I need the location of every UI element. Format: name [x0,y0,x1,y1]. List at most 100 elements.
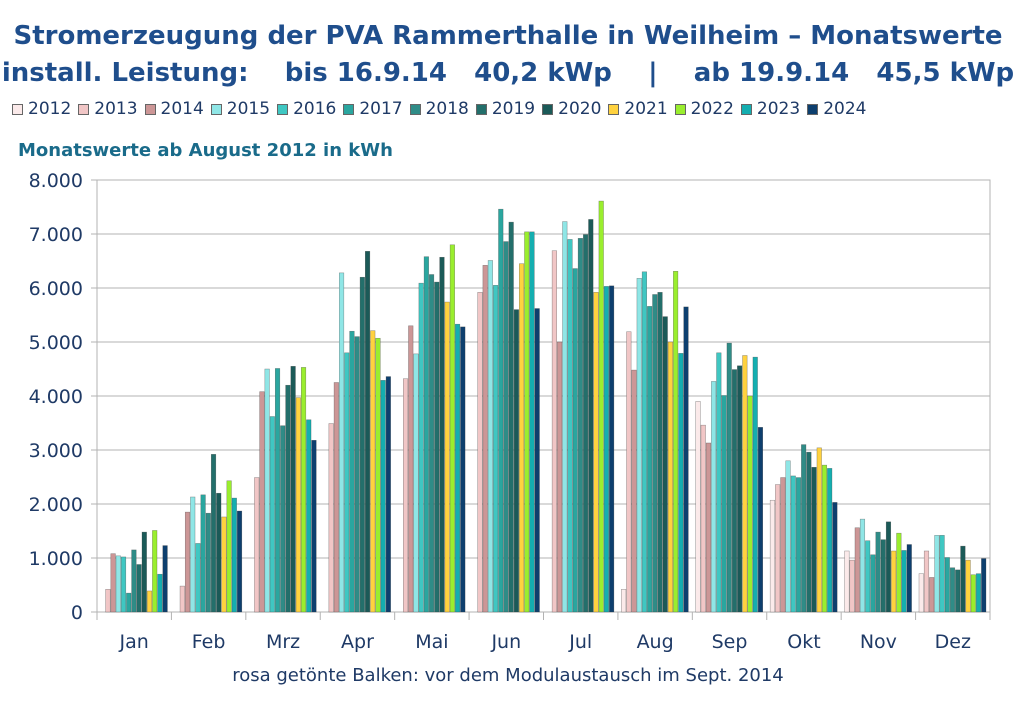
bar-2016-Okt [790,475,796,613]
bar-2021-Dez [965,559,971,613]
bar-2020-Mrz [290,366,296,613]
x-tick-label: Aug [637,631,674,653]
bar-2015-Aug [636,278,642,613]
bar-2017-Aug [647,306,653,613]
bar-2016-Jun [493,285,499,613]
bar-2018-Sep [726,342,732,613]
bar-2015-Jul [562,221,568,613]
bar-2023-Dez [975,573,982,613]
bar-2019-Okt [806,451,812,613]
bar-2017-Jun [498,208,504,613]
bar-2014-Apr [333,382,339,613]
bar-2021-Nov [891,550,897,613]
bar-2013-Mrz [254,477,260,613]
bar-2014-Sep [705,442,711,613]
bar-2023-Jul [603,286,609,613]
legend-label: 2023 [756,99,801,119]
bar-2012-Sep [695,401,701,613]
x-tick-label: Mai [415,631,448,653]
bar-2013-Dez [923,550,930,613]
legend-label: 2020 [558,99,602,119]
bar-2018-Apr [354,336,360,613]
bar-2015-Mai [413,353,419,613]
footnote: rosa getönte Balken: vor dem Modulaustau… [232,665,784,686]
y-tick-label: 8.000 [29,170,83,192]
y-tick-label: 3.000 [29,440,83,462]
bar-2014-Jan [110,553,116,613]
bar-2016-Jan [120,556,127,613]
bar-2014-Dez [929,577,935,613]
legend-swatch [807,103,819,115]
bar-2012-Dez [918,573,924,613]
bar-2017-Jul [572,268,578,613]
bar-2017-Mrz [274,368,281,613]
bar-2020-Jun [513,309,519,613]
bar-2013-Jan [105,589,111,613]
bar-2024-Nov [906,544,912,613]
bar-2019-Sep [731,369,737,613]
bar-2024-Jul [609,285,615,613]
bar-2021-Okt [816,447,822,613]
bar-2013-Feb [179,585,185,613]
legend-item-2014: 2014 [144,99,204,119]
bar-2015-Jan [115,555,121,613]
bar-2024-Mrz [311,440,317,613]
bar-2023-Jun [529,231,535,613]
bar-2015-Feb [190,496,196,613]
bar-2016-Nov [865,540,871,613]
bar-2013-Jul [551,250,557,613]
bar-2019-Aug [657,292,663,613]
legend-label: 2015 [226,99,271,119]
legend-item-2023: 2023 [740,99,801,119]
bar-2018-Dez [949,567,956,613]
bar-2024-Sep [757,427,763,613]
bar-2020-Okt [811,467,817,613]
bar-2019-Nov [880,539,886,613]
bar-2023-Mrz [306,419,312,613]
bar-2015-Jun [487,260,493,613]
bar-2019-Dez [955,569,961,613]
bar-2021-Mrz [295,397,301,613]
legend-label: 2021 [624,99,668,119]
bar-2022-Aug [673,271,679,613]
bar-2023-Sep [752,356,758,613]
legend-swatch [277,103,289,115]
bar-2022-Mai [449,244,455,613]
legend-swatch [78,103,90,115]
legend-label: 2018 [425,99,469,119]
bar-2024-Aug [683,306,689,613]
bar-2014-Feb [184,511,191,613]
bar-2022-Jun [524,231,530,613]
bar-2020-Dez [960,545,966,613]
x-tick-label: Jun [490,631,521,653]
bar-2014-Jul [557,341,563,613]
bar-2023-Apr [380,380,386,613]
bar-2014-Okt [780,477,786,613]
bar-2019-Jan [136,564,142,613]
legend-item-2020: 2020 [542,99,601,119]
bar-2024-Jun [534,308,540,613]
legend-label: 2022 [690,99,734,119]
bar-2013-Jun [477,292,483,613]
legend-item-2013: 2013 [78,99,138,119]
y-tick-label: 6.000 [29,278,83,300]
bar-2012-Okt [769,499,776,613]
bar-2015-Nov [859,518,866,613]
bar-2012-Aug [621,589,627,613]
bar-2024-Dez [981,558,987,613]
legend-swatch [608,103,620,115]
bar-2024-Mai [460,326,466,613]
legend-item-2021: 2021 [608,99,668,119]
bar-2022-Dez [970,574,976,613]
y-tick-label: 2.000 [29,494,83,516]
legend: 2012 2013 2014 2015 2016 2017 2018 2019 2020 2021… [12,96,1012,122]
bar-2018-Jul [577,238,583,613]
bar-2017-Jan [126,592,132,613]
bar-2013-Sep [700,424,706,613]
bar-2013-Nov [849,559,855,613]
y-tick-label: 4.000 [29,386,83,408]
bar-2022-Apr [375,337,381,613]
bar-2018-Mai [429,274,435,613]
legend-label: 2012 [28,99,72,119]
